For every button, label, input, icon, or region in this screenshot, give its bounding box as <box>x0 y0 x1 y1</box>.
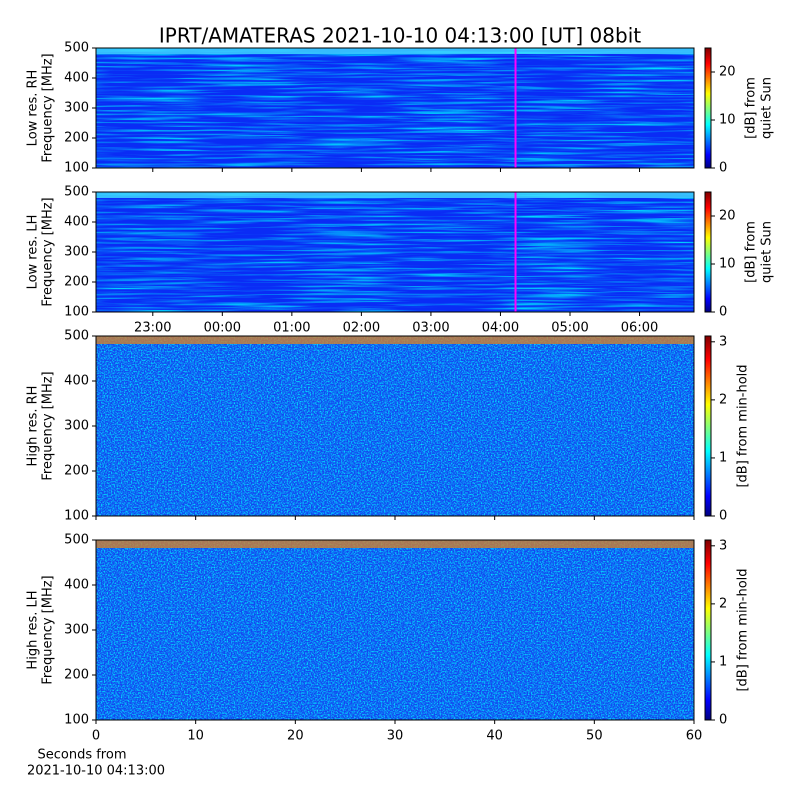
x-tick-label: 01:00 <box>273 321 310 336</box>
y-tick-label: 300 <box>64 623 89 638</box>
colorbar-tick-label: 3 <box>719 334 727 349</box>
spectrogram-noise <box>96 540 694 720</box>
x-tick-label: 30 <box>387 729 404 744</box>
band-top <box>96 48 694 54</box>
spectrogram-noise <box>96 192 694 312</box>
colorbar-tick-label: 10 <box>719 113 736 128</box>
spectrogram-noise <box>96 336 694 516</box>
colorbar-tick-label: 0 <box>719 305 727 320</box>
colorbar-tick-label: 2 <box>719 596 727 611</box>
y-tick-label: 100 <box>64 713 89 728</box>
x-tick-label: 02:00 <box>343 321 380 336</box>
figure-title: IPRT/AMATERAS 2021-10-10 04:13:00 [UT] 0… <box>159 24 641 48</box>
y-tick-label: 500 <box>64 533 89 548</box>
colorbar-tick-label: 10 <box>719 257 736 272</box>
colorbar-tick-label: 1 <box>719 654 727 669</box>
colorbar-label: [dB] from min-hold <box>736 568 751 691</box>
x-tick-label: 60 <box>686 729 703 744</box>
y-axis-label: Low res. RH <box>26 70 41 147</box>
colorbar-tick-label: 0 <box>719 509 727 524</box>
colorbar <box>704 191 712 313</box>
x-tick-label: 06:00 <box>621 321 658 336</box>
y-tick-label: 400 <box>64 71 89 86</box>
band-top <box>96 192 694 198</box>
y-tick-label: 500 <box>64 185 89 200</box>
y-tick-label: 300 <box>64 419 89 434</box>
y-tick-label: 200 <box>64 275 89 290</box>
y-tick-label: 300 <box>64 245 89 260</box>
band-top <box>96 336 694 344</box>
colorbar-tick-label: 20 <box>719 209 736 224</box>
colorbar-tick-label: 20 <box>719 65 736 80</box>
colorbar-tick-label: 2 <box>719 392 727 407</box>
colorbar-tick-label: 1 <box>719 450 727 465</box>
y-axis-label: Frequency [MHz] <box>41 53 56 162</box>
y-tick-label: 200 <box>64 464 89 479</box>
x-axis-label: 2021-10-10 04:13:00 <box>27 764 165 779</box>
y-tick-label: 400 <box>64 578 89 593</box>
y-tick-label: 400 <box>64 374 89 389</box>
x-tick-label: 00:00 <box>204 321 241 336</box>
y-tick-label: 200 <box>64 131 89 146</box>
y-tick-label: 200 <box>64 668 89 683</box>
spectrogram-noise <box>96 48 694 168</box>
y-tick-label: 100 <box>64 161 89 176</box>
x-tick-label: 04:00 <box>482 321 519 336</box>
colorbar <box>704 539 712 721</box>
colorbar-tick-label: 3 <box>719 538 727 553</box>
y-tick-label: 500 <box>64 41 89 56</box>
y-axis-label: Frequency [MHz] <box>41 575 56 684</box>
y-tick-label: 400 <box>64 215 89 230</box>
x-tick-label: 40 <box>486 729 503 744</box>
colorbar <box>704 335 712 517</box>
colorbar-label: quiet Sun <box>760 77 775 139</box>
x-tick-label: 03:00 <box>412 321 449 336</box>
y-axis-label: Low res. LH <box>26 215 41 290</box>
x-axis-label: Seconds from <box>37 748 126 763</box>
y-tick-label: 500 <box>64 329 89 344</box>
band-top <box>96 540 694 548</box>
x-tick-label: 05:00 <box>551 321 588 336</box>
x-tick-label: 10 <box>187 729 204 744</box>
colorbar-tick-label: 0 <box>719 713 727 728</box>
colorbar <box>704 47 712 169</box>
y-tick-label: 100 <box>64 509 89 524</box>
colorbar-label: [dB] from min-hold <box>736 364 751 487</box>
colorbar-label: [dB] from <box>744 77 759 139</box>
colorbar-label: [dB] from <box>744 221 759 283</box>
colorbar-tick-label: 0 <box>719 161 727 176</box>
y-axis-label: Frequency [MHz] <box>41 197 56 306</box>
colorbar-label: quiet Sun <box>760 221 775 283</box>
y-tick-label: 100 <box>64 305 89 320</box>
x-tick-label: 50 <box>586 729 603 744</box>
y-tick-label: 300 <box>64 101 89 116</box>
x-tick-label: 23:00 <box>134 321 171 336</box>
x-tick-label: 20 <box>287 729 304 744</box>
y-axis-label: High res. LH <box>26 590 41 669</box>
x-tick-label: 0 <box>92 729 100 744</box>
y-axis-label: High res. RH <box>26 386 41 467</box>
y-axis-label: Frequency [MHz] <box>41 371 56 480</box>
